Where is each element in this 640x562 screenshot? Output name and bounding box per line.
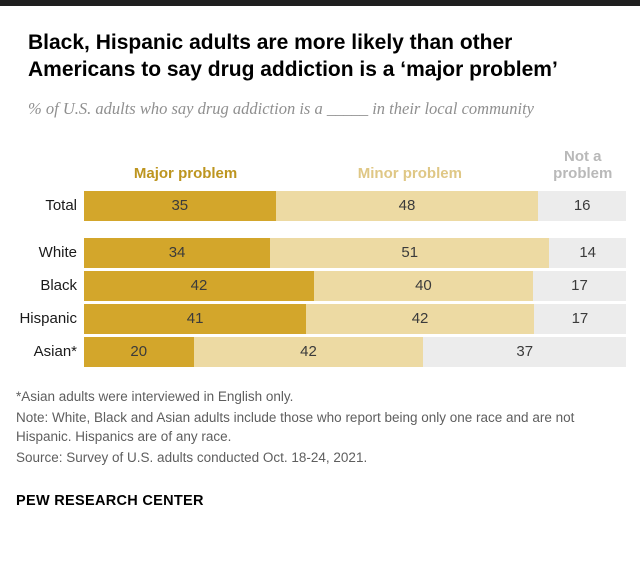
bar-segment: 17 [533,303,626,334]
note-asterisk: *Asian adults were interviewed in Englis… [16,388,294,404]
chart-header: Black, Hispanic adults are more likely t… [0,6,640,120]
bar-segment: 17 [532,270,626,301]
legend-major-problem: Major problem [133,165,238,183]
bar-segment-value: 41 [186,310,204,328]
bar-segment: 51 [270,237,550,268]
footer-brand: PEW RESEARCH CENTER [16,493,204,510]
stacked-bar: 42 40 17 [84,270,626,301]
row-label: Hispanic [19,310,77,328]
note-race-definition: Note: White, Black and Asian adults incl… [16,409,575,444]
stacked-bar: 34 51 14 [84,237,626,268]
chart-rows: Total 35 48 16 White 34 51 14 Black 42 40 17 Hispani… [16,190,626,367]
stacked-bar: 35 48 16 [84,190,626,221]
bar-row: Black 42 40 17 [16,270,626,301]
bar-segment: 42 [306,303,534,334]
bar-segment-value: 17 [571,310,589,328]
chart-legend: Major problem Minor problem Not a proble… [91,148,626,183]
bar-segment-value: 42 [411,310,429,328]
bar-segment: 42 [84,270,314,301]
bar-segment: 16 [538,190,626,221]
bar-segment: 48 [275,190,539,221]
bar-segment: 41 [84,303,307,334]
stacked-bar: 20 42 37 [84,336,626,367]
legend-not-a-problem: Not a problem [553,148,613,183]
row-label: Total [45,197,77,215]
bar-segment-value: 16 [573,197,591,215]
bar-row: Total 35 48 16 [16,190,626,221]
bar-row: Asian* 20 42 37 [16,336,626,367]
stacked-bar: 41 42 17 [84,303,626,334]
bar-segment-value: 37 [516,343,534,361]
bar-segment: 37 [423,336,626,367]
pew-chart-card: Black, Hispanic adults are more likely t… [0,0,640,509]
legend-minor-problem: Minor problem [357,165,462,183]
note-source: Source: Survey of U.S. adults conducted … [16,449,368,465]
bar-segment: 40 [313,270,533,301]
bar-segment: 14 [549,237,626,268]
page-title: Black, Hispanic adults are more likely t… [28,31,558,81]
bar-segment-value: 42 [300,343,317,361]
bar-segment-value: 48 [398,197,416,215]
stacked-bar-chart: Major problem Minor problem Not a proble… [0,148,640,367]
bar-segment-value: 34 [168,244,186,262]
row-label: Black [40,277,77,295]
bar-segment-value: 14 [579,244,597,262]
bar-row: Hispanic 41 42 17 [16,303,626,334]
chart-subtitle: % of U.S. adults who say drug addiction … [28,98,534,118]
bar-segment: 42 [193,336,424,367]
bar-segment-value: 51 [401,244,419,262]
bar-segment-value: 42 [190,277,208,295]
row-label: White [38,244,77,262]
row-label: Asian* [33,343,77,361]
bar-segment-value: 40 [415,277,432,295]
bar-segment-value: 20 [130,343,148,361]
bar-row: White 34 51 14 [16,237,626,268]
bar-segment: 35 [84,190,276,221]
top-rule [0,0,640,6]
bar-segment: 34 [84,237,271,268]
bar-segment-value: 35 [171,197,189,215]
bar-segment-value: 17 [571,277,588,295]
chart-notes: *Asian adults were interviewed in Englis… [16,387,624,468]
bar-segment: 20 [84,336,194,367]
